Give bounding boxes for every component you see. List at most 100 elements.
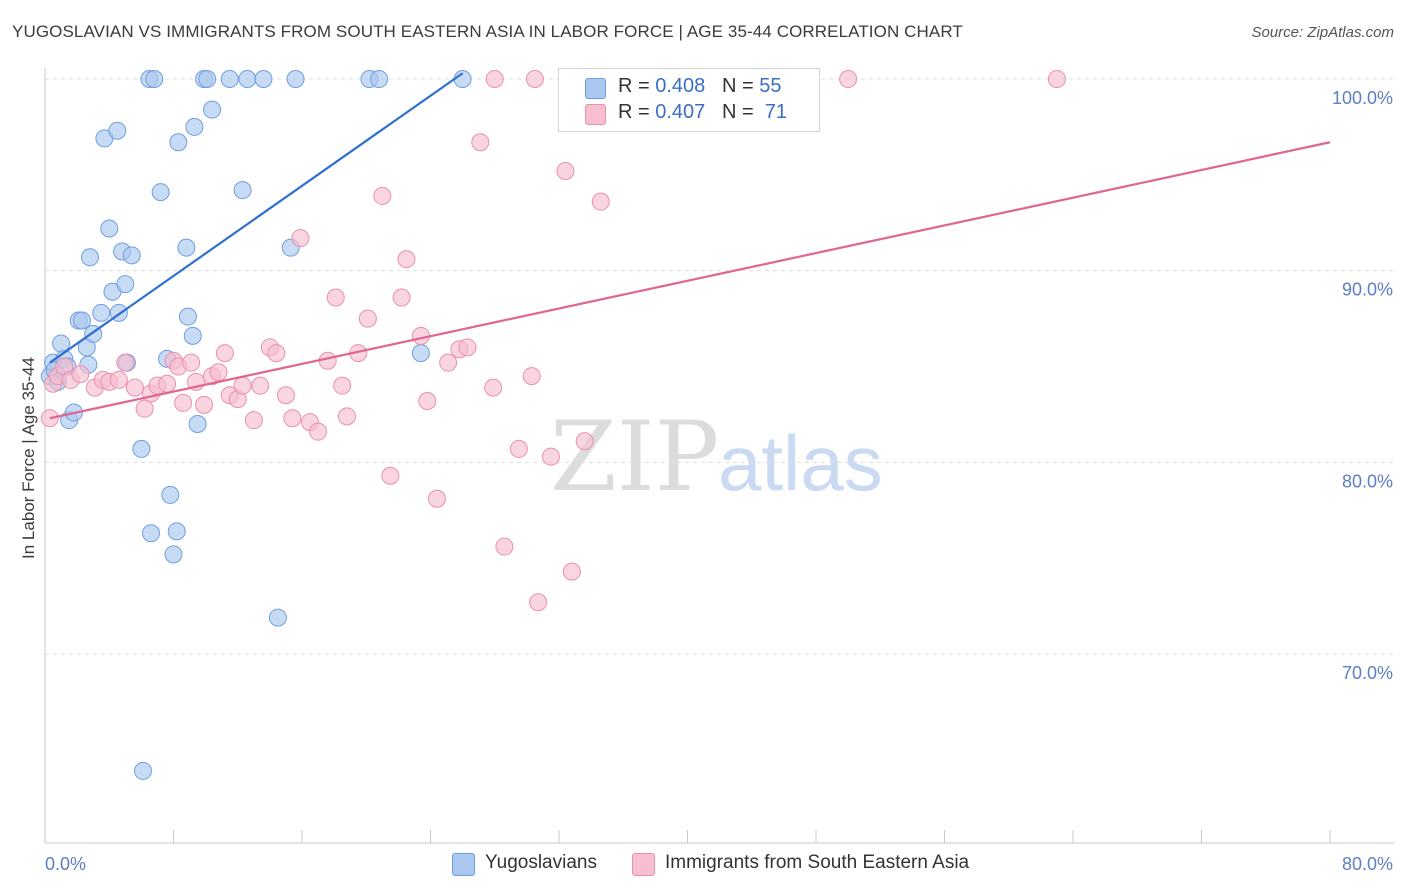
x-tick-label: 0.0%	[45, 854, 86, 874]
data-point-yugoslavians	[286, 70, 305, 88]
data-point-yugoslavians	[142, 524, 161, 543]
data-point-immigrants	[373, 186, 392, 205]
data-point-immigrants	[135, 399, 154, 418]
data-point-immigrants	[1047, 70, 1066, 88]
data-point-immigrants	[397, 250, 416, 269]
data-point-immigrants	[358, 309, 377, 328]
data-point-immigrants	[267, 344, 286, 363]
n-value-blue: 55	[759, 75, 782, 97]
data-point-yugoslavians	[268, 608, 287, 627]
data-point-immigrants	[326, 288, 345, 307]
data-point-yugoslavians	[161, 485, 180, 504]
data-point-immigrants	[575, 432, 594, 451]
y-tick-label: 90.0%	[1342, 280, 1393, 300]
data-point-immigrants	[458, 338, 477, 357]
n-value-pink: 71	[764, 101, 788, 123]
data-point-yugoslavians	[238, 70, 257, 88]
data-point-yugoslavians	[92, 303, 111, 322]
data-point-immigrants	[392, 288, 411, 307]
data-point-immigrants	[309, 422, 328, 441]
data-point-yugoslavians	[198, 70, 217, 88]
trend-line-yugoslavians	[49, 72, 464, 364]
data-point-yugoslavians	[132, 439, 151, 458]
r-label: R =	[618, 101, 650, 123]
data-point-immigrants	[318, 351, 337, 370]
r-label: R =	[618, 75, 650, 97]
data-point-yugoslavians	[164, 545, 183, 564]
n-label: N =	[721, 75, 754, 97]
series-immigrants-points	[40, 70, 1066, 612]
data-point-immigrants	[591, 192, 610, 211]
data-point-immigrants	[337, 407, 356, 426]
legend-label-yugoslavians: Yugoslavians	[485, 852, 597, 873]
data-point-immigrants	[411, 326, 430, 345]
data-point-yugoslavians	[72, 311, 91, 330]
tick-labels: 70.0% 80.0% 90.0% 100.0% 0.0% 80.0%	[45, 88, 1393, 874]
data-point-immigrants	[484, 378, 503, 397]
data-point-yugoslavians	[183, 326, 202, 345]
data-point-yugoslavians	[254, 70, 273, 88]
data-point-immigrants	[116, 353, 135, 372]
data-point-immigrants	[556, 162, 575, 180]
n-label: N =	[721, 101, 754, 123]
data-point-yugoslavians	[108, 121, 127, 140]
watermark: ZIP atlas	[550, 401, 883, 513]
legend-swatch-pink	[585, 104, 606, 125]
y-tick-label: 70.0%	[1342, 663, 1393, 683]
stats-legend: R = 0.408 N = 55 R = 0.407 N = 71	[558, 68, 820, 132]
data-point-immigrants	[529, 593, 548, 612]
data-point-immigrants	[839, 70, 858, 88]
data-point-yugoslavians	[411, 344, 430, 363]
data-point-yugoslavians	[169, 133, 188, 152]
data-point-immigrants	[333, 376, 352, 395]
data-point-yugoslavians	[188, 415, 207, 433]
data-point-immigrants	[215, 344, 234, 363]
legend-label-immigrants: Immigrants from South Eastern Asia	[665, 852, 970, 873]
data-point-yugoslavians	[370, 70, 389, 88]
legend-swatch-blue	[452, 853, 475, 876]
data-point-immigrants	[471, 133, 490, 152]
legend-swatch-blue	[585, 78, 606, 99]
data-point-yugoslavians	[122, 246, 141, 265]
x-tick-label: 80.0%	[1342, 854, 1393, 874]
y-tick-label: 80.0%	[1342, 471, 1393, 491]
chart-title: YUGOSLAVIAN VS IMMIGRANTS FROM SOUTH EAS…	[12, 22, 963, 41]
data-point-immigrants	[541, 447, 560, 466]
data-point-yugoslavians	[116, 275, 135, 294]
data-point-yugoslavians	[453, 70, 472, 88]
data-point-immigrants	[195, 395, 214, 414]
legend-stats-blue: R = 0.408 N = 55	[618, 75, 781, 98]
data-point-immigrants	[418, 392, 437, 410]
data-point-immigrants	[562, 562, 581, 581]
data-point-immigrants	[291, 229, 310, 248]
data-point-immigrants	[276, 386, 295, 405]
data-point-immigrants	[485, 70, 504, 88]
data-point-immigrants	[495, 537, 514, 556]
data-point-yugoslavians	[133, 761, 152, 780]
gridlines	[45, 78, 1395, 655]
data-point-immigrants	[381, 466, 400, 485]
trend-lines	[49, 72, 1331, 420]
data-point-yugoslavians	[145, 70, 164, 88]
data-point-yugoslavians	[100, 219, 119, 238]
data-point-immigrants	[283, 409, 302, 428]
y-axis-label: In Labor Force | Age 35-44	[19, 357, 38, 559]
source-label: Source: ZipAtlas.com	[1251, 24, 1394, 41]
data-point-immigrants	[522, 367, 541, 386]
data-point-immigrants	[71, 365, 90, 384]
data-point-yugoslavians	[185, 117, 204, 136]
data-point-yugoslavians	[178, 307, 197, 326]
data-point-immigrants	[525, 70, 544, 88]
trend-line-immigrants	[49, 141, 1331, 420]
data-point-immigrants	[174, 393, 193, 412]
data-point-immigrants	[182, 353, 201, 372]
data-point-immigrants	[233, 376, 252, 395]
data-point-yugoslavians	[167, 522, 186, 541]
data-point-immigrants	[109, 370, 128, 389]
data-point-immigrants	[209, 363, 228, 382]
data-point-yugoslavians	[151, 183, 170, 202]
r-value-pink: 0.407	[655, 101, 706, 123]
legend-stats-pink: R = 0.407 N = 71	[618, 101, 787, 124]
r-value-blue: 0.408	[655, 75, 706, 97]
